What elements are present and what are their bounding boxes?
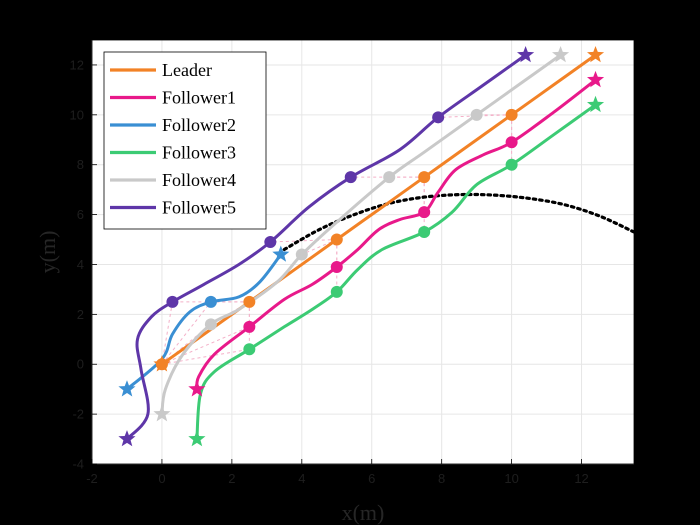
marker-leader (418, 171, 431, 184)
y-tick-label: 0 (77, 357, 84, 372)
marker-follower3 (418, 226, 431, 239)
y-tick-label: -4 (72, 457, 84, 472)
marker-follower5 (432, 111, 445, 124)
marker-follower4 (470, 108, 483, 121)
x-tick-label: 2 (228, 471, 235, 486)
x-tick-label: 10 (504, 471, 518, 486)
marker-follower1 (330, 260, 343, 273)
legend-label-leader: Leader (162, 60, 212, 80)
y-axis-title: y(m) (35, 231, 60, 274)
end-star-follower2 (272, 245, 290, 262)
start-star-follower3 (188, 430, 206, 447)
x-tick-label: 6 (368, 471, 375, 486)
obstacle-curve (282, 192, 636, 252)
marker-follower3 (243, 343, 256, 356)
formation-link (161, 301, 173, 365)
start-star-follower4 (153, 405, 171, 422)
end-star-follower4 (552, 46, 570, 63)
marker-follower1 (505, 136, 518, 149)
marker-follower5 (264, 236, 277, 249)
marker-follower4 (295, 248, 308, 261)
marker-follower4 (383, 171, 396, 184)
start-star-follower2 (118, 380, 136, 397)
x-tick-label: 12 (574, 471, 588, 486)
y-tick-label: 2 (77, 307, 84, 322)
formation-link (270, 239, 337, 243)
x-tick-label: -2 (86, 471, 98, 486)
formation-link (161, 323, 212, 365)
y-tick-label: 4 (77, 257, 84, 272)
legend-label-follower4: Follower4 (162, 170, 236, 190)
x-tick-label: 0 (158, 471, 165, 486)
obstacle-boundary-line (282, 192, 636, 252)
formation-link (161, 301, 212, 365)
y-tick-label: 12 (70, 57, 84, 72)
marker-follower1 (418, 206, 431, 219)
end-star-follower5 (517, 46, 535, 63)
marker-follower5 (166, 295, 179, 308)
legend: Leader Follower1 Follower2 Follower3 Followe… (103, 51, 267, 230)
y-tick-label: 8 (77, 157, 84, 172)
y-tick-label: 10 (70, 107, 84, 122)
legend-label-follower1: Follower1 (162, 88, 236, 108)
x-axis-title: x(m) (342, 500, 385, 525)
end-star-follower3 (587, 95, 605, 113)
end-star-leader (587, 46, 605, 63)
formation-link (161, 326, 250, 365)
y-tick-label: 6 (77, 207, 84, 222)
y-tick-label: -2 (72, 407, 84, 422)
x-tick-label: 4 (298, 471, 305, 486)
start-star-leader (153, 355, 171, 372)
marker-leader (243, 295, 256, 308)
legend-label-follower3: Follower3 (162, 143, 236, 163)
legend-box (103, 51, 267, 230)
legend-label-follower5: Follower5 (162, 198, 236, 218)
series-line-follower3 (195, 103, 597, 441)
series-markers (118, 46, 605, 447)
start-star-follower1 (188, 380, 206, 397)
marker-follower2 (204, 295, 217, 308)
end-star-follower1 (587, 70, 605, 88)
series-line-follower2 (125, 253, 283, 391)
legend-label-follower2: Follower2 (162, 115, 236, 135)
series-line-follower1 (195, 78, 597, 391)
series-line-follower5 (125, 53, 528, 441)
marker-follower3 (330, 285, 343, 298)
marker-leader (330, 233, 343, 246)
x-tick-label: 8 (438, 471, 445, 486)
marker-follower4 (204, 318, 217, 331)
marker-leader (505, 108, 518, 121)
plot-frame (91, 39, 635, 465)
marker-follower3 (505, 158, 518, 171)
start-star-follower5 (118, 430, 136, 447)
marker-follower1 (243, 320, 256, 333)
marker-follower5 (344, 171, 357, 184)
